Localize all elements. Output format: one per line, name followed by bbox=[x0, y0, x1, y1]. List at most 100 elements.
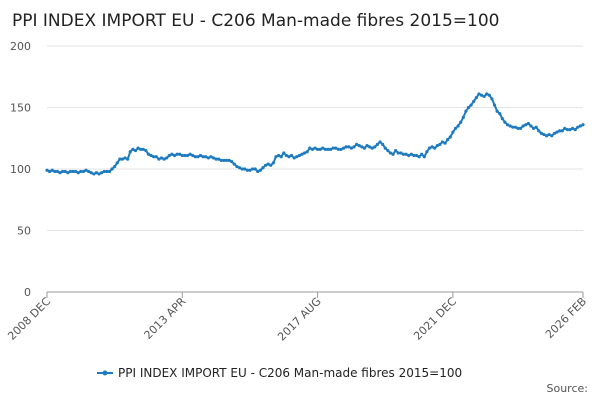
point bbox=[105, 169, 109, 174]
point bbox=[61, 169, 65, 174]
point bbox=[188, 152, 192, 156]
point bbox=[237, 166, 242, 170]
point bbox=[227, 158, 231, 162]
y-tick-label: 0 bbox=[24, 286, 31, 299]
point bbox=[378, 140, 382, 144]
point bbox=[409, 152, 413, 156]
point bbox=[217, 157, 221, 161]
point bbox=[97, 172, 101, 176]
point bbox=[334, 146, 338, 150]
point bbox=[500, 116, 504, 121]
point bbox=[282, 151, 286, 155]
point bbox=[183, 153, 187, 158]
point bbox=[302, 151, 307, 155]
point bbox=[417, 155, 421, 159]
point bbox=[360, 145, 364, 149]
point bbox=[284, 153, 288, 158]
legend: PPI INDEX IMPORT EU - C206 Man-made fibr… bbox=[97, 366, 462, 380]
point bbox=[529, 124, 533, 128]
point bbox=[185, 153, 190, 158]
point bbox=[157, 157, 161, 161]
point bbox=[375, 142, 380, 146]
point bbox=[198, 153, 203, 158]
point bbox=[368, 145, 372, 149]
point bbox=[279, 155, 283, 159]
point bbox=[300, 152, 304, 156]
point bbox=[305, 150, 309, 154]
point bbox=[534, 125, 538, 129]
point bbox=[258, 168, 262, 172]
point bbox=[404, 152, 408, 156]
point bbox=[331, 146, 335, 150]
point bbox=[420, 152, 424, 156]
point bbox=[206, 156, 210, 160]
point bbox=[92, 172, 96, 176]
point bbox=[263, 163, 268, 167]
point bbox=[58, 171, 62, 175]
point bbox=[383, 146, 387, 150]
point bbox=[211, 156, 216, 160]
point bbox=[224, 158, 229, 162]
point bbox=[508, 124, 512, 128]
point bbox=[482, 94, 486, 99]
point bbox=[126, 157, 130, 161]
point bbox=[110, 167, 114, 171]
point bbox=[487, 93, 491, 97]
point bbox=[492, 103, 497, 107]
chart-title: PPI INDEX IMPORT EU - C206 Man-made fibr… bbox=[12, 11, 499, 31]
point bbox=[232, 162, 236, 166]
point bbox=[349, 146, 354, 150]
point bbox=[570, 126, 575, 131]
point bbox=[84, 168, 88, 172]
point bbox=[326, 147, 330, 151]
point bbox=[318, 147, 322, 151]
point bbox=[531, 126, 536, 131]
point bbox=[555, 130, 559, 134]
point bbox=[537, 129, 541, 133]
point bbox=[94, 171, 99, 175]
series-line bbox=[46, 92, 584, 176]
point bbox=[399, 151, 403, 155]
point bbox=[240, 167, 244, 171]
point bbox=[469, 103, 473, 107]
point bbox=[422, 155, 426, 159]
point bbox=[453, 126, 458, 131]
point bbox=[477, 92, 481, 96]
point bbox=[435, 144, 439, 148]
point bbox=[547, 132, 551, 137]
point bbox=[560, 129, 564, 133]
point bbox=[139, 147, 143, 151]
point bbox=[107, 169, 112, 174]
point bbox=[479, 93, 484, 97]
y-tick-label: 200 bbox=[10, 40, 31, 53]
point bbox=[76, 171, 80, 175]
y-tick-label: 100 bbox=[10, 163, 31, 176]
point bbox=[352, 145, 356, 149]
point bbox=[193, 155, 197, 159]
point bbox=[128, 150, 132, 154]
point bbox=[230, 160, 234, 164]
point bbox=[248, 168, 252, 172]
x-tick-label: 2026 FEB bbox=[543, 295, 589, 341]
point bbox=[472, 99, 476, 103]
point bbox=[414, 153, 419, 158]
point bbox=[539, 131, 543, 135]
legend-marker bbox=[102, 370, 108, 376]
point bbox=[141, 147, 145, 151]
point bbox=[446, 137, 450, 142]
point bbox=[271, 161, 275, 165]
point bbox=[430, 145, 434, 149]
point bbox=[172, 153, 177, 158]
point bbox=[573, 128, 577, 132]
x-tick-label: 2017 AUG bbox=[275, 295, 324, 344]
point bbox=[219, 158, 223, 162]
point bbox=[498, 112, 502, 116]
point bbox=[459, 120, 463, 124]
point bbox=[55, 169, 60, 174]
point bbox=[68, 169, 73, 174]
point bbox=[45, 168, 49, 172]
point bbox=[118, 157, 122, 161]
point bbox=[250, 167, 255, 171]
point bbox=[495, 109, 499, 113]
point bbox=[87, 169, 91, 174]
